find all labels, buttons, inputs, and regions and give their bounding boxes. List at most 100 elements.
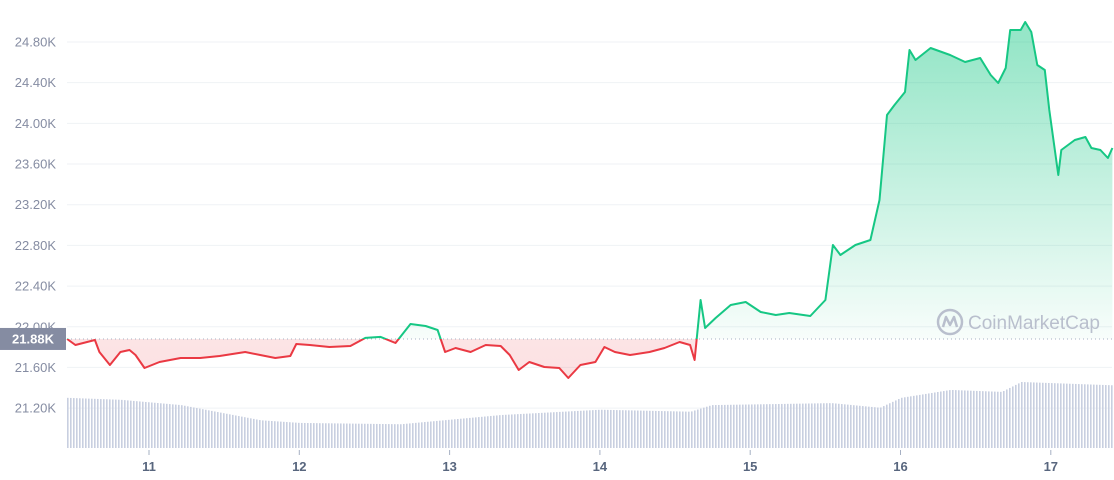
volume-bar (1090, 384, 1092, 448)
volume-bar (787, 403, 789, 448)
volume-bar (760, 404, 762, 448)
volume-bar (922, 394, 924, 448)
y-tick-label: 23.60K (15, 157, 57, 172)
volume-bar (619, 410, 621, 448)
volume-bar (334, 423, 336, 448)
volume-bar (70, 397, 72, 448)
volume-bar (868, 406, 870, 448)
volume-bar (610, 409, 612, 448)
volume-bar (175, 404, 177, 448)
volume-bar (121, 399, 123, 448)
volume-bar (574, 411, 576, 448)
volume-bar (739, 404, 741, 448)
volume-bar (751, 404, 753, 448)
volume-bar (598, 409, 600, 448)
volume-bar (715, 405, 717, 448)
volume-bar (238, 416, 240, 448)
volume-bar (232, 414, 234, 448)
volume-bar (385, 424, 387, 448)
x-tick-label: 14 (593, 459, 608, 474)
volume-bar (985, 391, 987, 448)
volume-bar (409, 423, 411, 448)
watermark-text: CoinMarketCap (968, 313, 1100, 334)
volume-bar (895, 400, 897, 448)
volume-bar (322, 423, 324, 448)
volume-bar (493, 415, 495, 448)
volume-bar (520, 413, 522, 448)
volume-bar (433, 421, 435, 448)
volume-bar (370, 423, 372, 448)
price-area-down (67, 338, 697, 378)
price-area-up (67, 22, 1113, 339)
volume-bar (514, 414, 516, 448)
volume-bar (460, 418, 462, 448)
volume-bar (775, 404, 777, 448)
volume-bar (466, 418, 468, 448)
y-tick-label: 23.20K (15, 197, 57, 212)
volume-bar (511, 414, 513, 448)
volume-bar (769, 404, 771, 448)
volume-bar (865, 406, 867, 448)
volume-bar (427, 421, 429, 448)
volume-bar (829, 403, 831, 448)
volume-bar (283, 421, 285, 448)
volume-bar (163, 403, 165, 448)
volume-bar (1045, 382, 1047, 448)
volume-bar (115, 399, 117, 448)
volume-bar (979, 391, 981, 448)
volume-bar (862, 406, 864, 448)
volume-bar (823, 403, 825, 448)
volume-bar (562, 411, 564, 448)
volume-bar (187, 406, 189, 448)
volume-bar (844, 404, 846, 448)
volume-bar (802, 403, 804, 448)
volume-bar (271, 421, 273, 448)
y-axis: 21.20K21.60K22.00K22.40K22.80K23.20K23.6… (15, 35, 57, 416)
volume-bar (259, 420, 261, 448)
volume-bar (499, 415, 501, 448)
volume-bar (1096, 384, 1098, 448)
volume-bar (667, 411, 669, 448)
gridlines (67, 41, 1112, 409)
volume-bar (970, 390, 972, 448)
volume-bar (850, 404, 852, 448)
volume-bar (94, 398, 96, 448)
volume-bar (691, 411, 693, 448)
volume-bar (607, 409, 609, 448)
volume-bar (652, 410, 654, 448)
x-axis: 11 12 13 14 15 16 17 (142, 450, 1058, 474)
volume-bar (448, 419, 450, 448)
volume-bar (1093, 384, 1095, 448)
volume-bar (451, 419, 453, 448)
volume-bar (76, 398, 78, 448)
volume-bar (781, 403, 783, 448)
volume-bar (1042, 382, 1044, 448)
volume-bar (907, 396, 909, 448)
volume-bar (274, 421, 276, 448)
volume-bar (664, 411, 666, 448)
volume-bar (811, 403, 813, 448)
volume-bar (706, 406, 708, 448)
volume-bar (1036, 382, 1038, 448)
volume-bar (1039, 382, 1041, 448)
volume-bar (745, 404, 747, 448)
volume-bar (139, 401, 141, 448)
volume-bar (1084, 384, 1086, 448)
volume-bar (217, 412, 219, 448)
volume-bar (841, 404, 843, 448)
volume-bar (1003, 390, 1005, 448)
volume-bar (193, 407, 195, 448)
volume-bar (91, 398, 93, 448)
volume-bar (529, 413, 531, 448)
volume-bar (277, 421, 279, 448)
volume-bar (367, 423, 369, 448)
volume-bar (859, 405, 861, 448)
volume-bar (949, 390, 951, 448)
volume-bar (241, 416, 243, 448)
volume-bar (958, 390, 960, 448)
volume-bar (103, 399, 105, 448)
volume-bar (346, 423, 348, 448)
volume-bar (913, 395, 915, 448)
volume-bar (172, 404, 174, 448)
volume-bar (490, 415, 492, 448)
